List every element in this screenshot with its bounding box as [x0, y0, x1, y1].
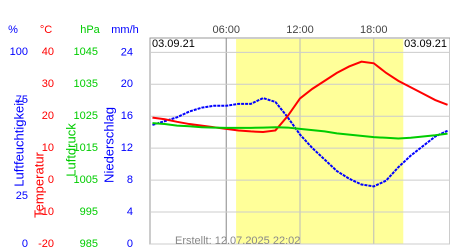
axis-unit: °C [40, 24, 52, 36]
y-tick-label: 10 [42, 142, 54, 154]
y-tick-label: -20 [38, 238, 54, 250]
axis-unit: mm/h [111, 24, 139, 36]
y-tick-label: 1005 [74, 174, 98, 186]
x-tick-label: 12:00 [286, 24, 314, 36]
y-tick-label: 4 [127, 206, 133, 218]
y-tick-label: 20 [121, 78, 133, 90]
y-tick-label: -10 [38, 206, 54, 218]
date-right: 03.09.21 [404, 38, 447, 50]
series-line [152, 122, 448, 140]
axis-title: Luftdruck [63, 123, 78, 177]
y-tick-label: 995 [80, 206, 98, 218]
axis-unit: hPa [80, 24, 100, 36]
y-tick-label: 1045 [74, 46, 98, 58]
y-tick-label: 100 [10, 46, 28, 58]
series-line [152, 60, 448, 134]
x-tick-label: 18:00 [360, 24, 388, 36]
plot-background [150, 38, 450, 245]
y-tick-label: 75 [16, 94, 28, 106]
axis-unit: % [8, 24, 18, 36]
y-tick-label: 12 [121, 142, 133, 154]
y-tick-label: 25 [16, 190, 28, 202]
y-tick-label: 40 [42, 46, 54, 58]
footer: Erstellt: 12.07.2025 22:02 [175, 235, 300, 247]
y-tick-label: 30 [42, 78, 54, 90]
y-tick-label: 0 [48, 174, 54, 186]
y-tick-label: 1035 [74, 78, 98, 90]
axis-title: Temperatur [31, 151, 46, 217]
daylight [236, 39, 404, 244]
series-line [152, 97, 448, 188]
y-tick-label: 0 [127, 238, 133, 250]
y-tick-label: 0 [22, 238, 28, 250]
y-tick-label: 1015 [74, 142, 98, 154]
y-tick-label: 20 [42, 110, 54, 122]
axis-title: Luftfeuchtigkeit [11, 99, 26, 187]
y-tick-label: 1025 [74, 110, 98, 122]
y-tick-label: 8 [127, 174, 133, 186]
date-left: 03.09.21 [152, 38, 195, 50]
x-tick-label: 06:00 [212, 24, 240, 36]
y-tick-label: 985 [80, 238, 98, 250]
y-tick-label: 16 [121, 110, 133, 122]
y-tick-label: 24 [121, 46, 133, 58]
axis-title: Niederschlag [101, 107, 116, 183]
